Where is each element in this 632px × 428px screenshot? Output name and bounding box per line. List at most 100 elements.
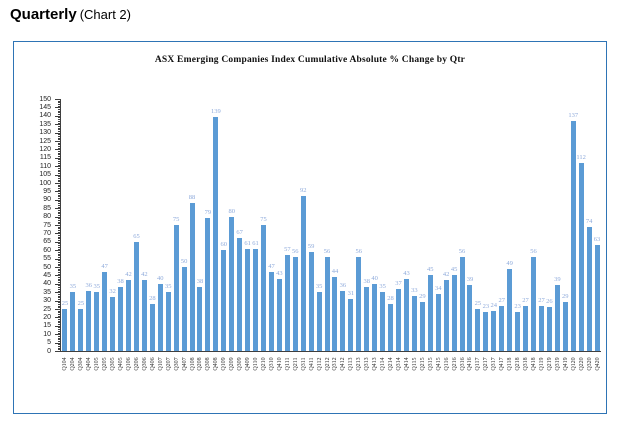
y-minor-tick <box>57 307 60 309</box>
x-tick-label: Q417 <box>499 357 506 371</box>
y-tick-label: 75 <box>43 221 51 229</box>
bar-data-label: 42 <box>125 271 132 279</box>
bar-data-label: 27 <box>498 296 505 304</box>
bar <box>157 283 163 351</box>
x-tick-label: Q313 <box>364 357 371 371</box>
y-tick-label: 50 <box>43 263 51 271</box>
y-minor-tick <box>57 337 60 339</box>
y-minor-tick <box>57 100 60 102</box>
x-tick-label: Q204 <box>70 357 77 371</box>
bar-data-label: 50 <box>180 258 188 265</box>
x-tick-label: Q104 <box>62 357 69 371</box>
y-major-tick <box>55 225 60 226</box>
y-tick-label: 115 <box>39 154 51 162</box>
y-minor-tick <box>57 287 60 289</box>
bar-data-label: 63 <box>593 236 601 244</box>
bar-data-label: 36 <box>85 281 93 289</box>
bar-data-label: 42 <box>141 271 148 279</box>
x-tick-label: Q314 <box>396 357 402 371</box>
y-minor-tick <box>57 177 60 179</box>
bar <box>562 302 568 351</box>
y-minor-tick <box>57 263 60 265</box>
bar-data-label: 27 <box>522 296 529 304</box>
bar <box>141 280 147 351</box>
y-minor-tick <box>57 322 60 324</box>
bar-data-label: 59 <box>307 242 315 250</box>
y-tick-label: 15 <box>43 322 51 330</box>
y-minor-tick <box>57 134 60 136</box>
bar-data-label: 79 <box>204 209 212 217</box>
y-tick-label: 40 <box>43 280 51 288</box>
y-minor-tick <box>57 171 60 173</box>
bar <box>213 117 219 351</box>
bar-data-label: 34 <box>434 284 442 292</box>
bar <box>364 287 370 351</box>
bar-data-label: 35 <box>93 283 100 291</box>
x-tick-label: Q405 <box>118 357 125 371</box>
x-tick-label: Q419 <box>562 357 569 371</box>
y-minor-tick <box>57 102 60 104</box>
bar-data-label: 25 <box>474 300 482 307</box>
bar-data-label: 65 <box>133 232 140 240</box>
bar <box>459 256 465 351</box>
x-tick-label: Q416 <box>467 357 474 371</box>
x-tick-label: Q116 <box>443 357 450 371</box>
bar-data-label: 75 <box>260 216 267 223</box>
bar-data-label: 26 <box>546 298 553 306</box>
y-minor-tick <box>57 109 60 111</box>
y-minor-tick <box>57 324 60 326</box>
x-tick-label: Q418 <box>531 357 537 371</box>
y-major-tick <box>55 283 60 285</box>
x-tick-label: Q213 <box>356 357 363 371</box>
y-minor-tick <box>57 162 60 164</box>
y-tick-label: 110 <box>39 162 51 170</box>
y-tick-label: 25 <box>43 305 51 313</box>
y-major-tick <box>55 325 60 327</box>
bar-data-label: 44 <box>331 268 339 276</box>
x-tick-label: Q308 <box>205 357 212 371</box>
bar <box>221 250 227 351</box>
bar <box>324 256 330 351</box>
bar-data-label: 56 <box>530 247 537 255</box>
y-minor-tick <box>57 302 60 304</box>
y-major-tick <box>55 157 60 159</box>
x-tick-label: Q404 <box>86 357 93 371</box>
bar <box>276 278 282 351</box>
y-major-tick <box>55 99 60 100</box>
x-tick-label: Q218 <box>515 357 522 371</box>
y-minor-tick <box>57 193 60 195</box>
bar <box>356 256 362 351</box>
y-minor-tick <box>57 184 60 186</box>
y-minor-tick <box>57 256 60 258</box>
x-tick-label: Q111 <box>284 357 291 371</box>
y-minor-tick <box>57 125 60 127</box>
y-minor-tick <box>57 152 60 154</box>
y-major-tick <box>55 132 60 134</box>
y-minor-tick <box>57 231 60 233</box>
bar <box>546 307 552 351</box>
bar-data-label: 139 <box>210 108 221 116</box>
x-axis-line <box>60 351 601 352</box>
bar-data-label: 39 <box>466 276 474 284</box>
y-minor-tick <box>57 167 60 169</box>
y-minor-tick <box>57 147 60 149</box>
x-tick-label: Q113 <box>348 357 355 371</box>
y-tick-label: 140 <box>39 112 51 120</box>
bar <box>316 292 322 351</box>
y-major-tick <box>55 267 60 268</box>
y-minor-tick <box>57 221 60 223</box>
bar <box>253 248 259 351</box>
y-major-tick <box>55 233 60 235</box>
bar <box>261 225 266 351</box>
bar <box>149 303 155 351</box>
y-minor-tick <box>57 186 60 188</box>
y-minor-tick <box>57 120 60 122</box>
x-tick-label: Q215 <box>419 357 426 371</box>
y-minor-tick <box>57 198 60 200</box>
y-tick-label: 95 <box>43 187 51 195</box>
y-minor-tick <box>57 119 60 121</box>
x-tick-label: Q105 <box>94 357 101 371</box>
y-minor-tick <box>57 169 60 171</box>
bar <box>467 285 473 351</box>
y-minor-tick <box>57 273 60 275</box>
